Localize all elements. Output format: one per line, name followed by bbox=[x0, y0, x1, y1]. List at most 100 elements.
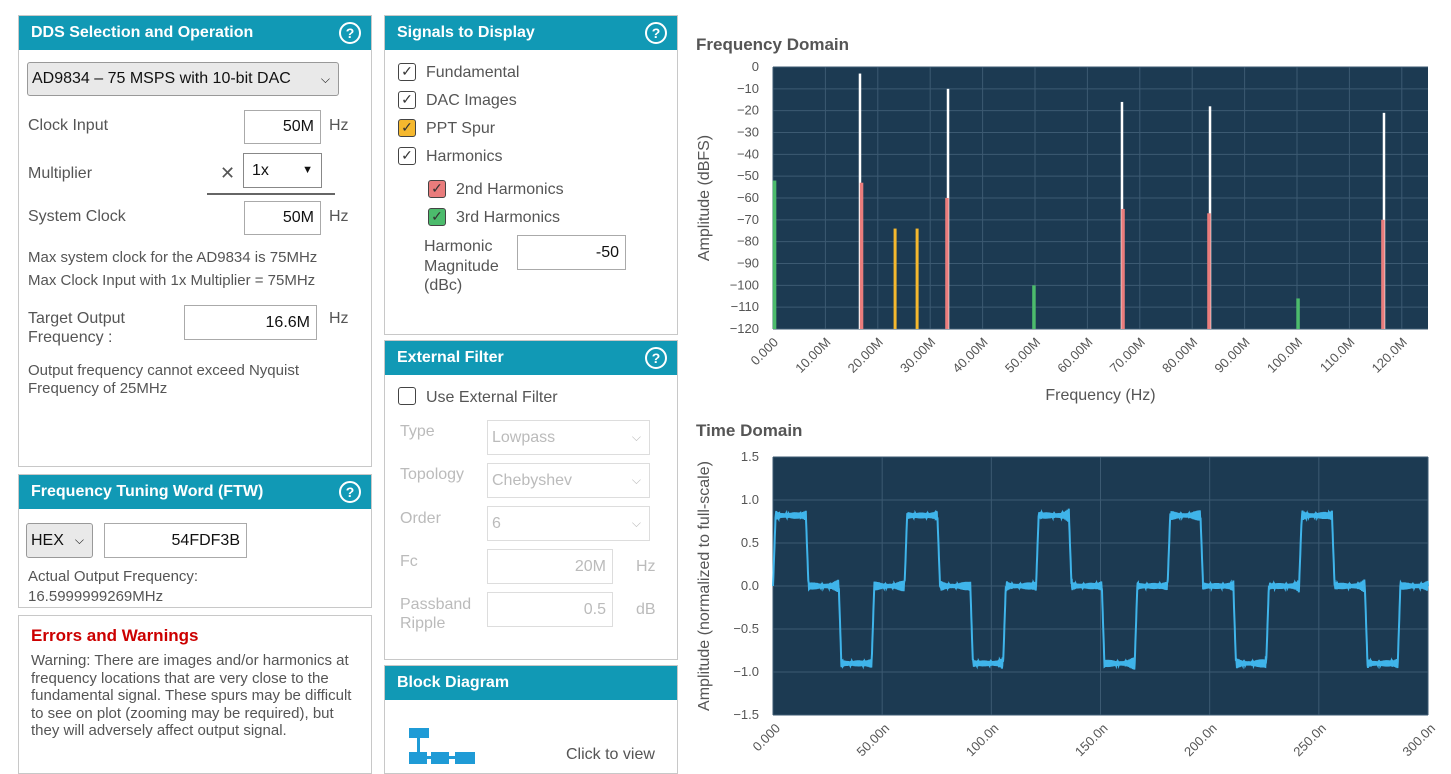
signals-panel-title: Signals to Display bbox=[397, 24, 535, 41]
fundamental-checkbox[interactable]: ✓ bbox=[398, 63, 416, 81]
target-output-label-1: Target Output bbox=[28, 310, 125, 327]
y-tick-label: 0.0 bbox=[741, 578, 759, 593]
y-tick-label: 0.5 bbox=[741, 535, 759, 550]
help-icon[interactable]: ? bbox=[645, 22, 667, 44]
errors-line: they will adversely affect output signal… bbox=[31, 722, 287, 739]
multiplier-select[interactable]: 1x ▼ bbox=[243, 153, 322, 188]
x-tick-label: 300.0n bbox=[1399, 721, 1438, 760]
y-tick-label: −10 bbox=[737, 81, 759, 96]
y-tick-label: −90 bbox=[737, 256, 759, 271]
dds-panel-header: DDS Selection and Operation ? bbox=[19, 16, 371, 50]
target-output-field[interactable]: 16.6M bbox=[184, 305, 317, 340]
help-icon[interactable]: ? bbox=[339, 22, 361, 44]
filter-topology-select[interactable]: Chebyshev ⌵ bbox=[487, 463, 650, 498]
ppt-spur-checkbox[interactable]: ✓ bbox=[398, 119, 416, 137]
x-tick-label: 80.00M bbox=[1159, 335, 1200, 376]
actual-output-label: Actual Output Frequency: bbox=[28, 568, 199, 585]
system-clock-field: 50M bbox=[244, 201, 321, 235]
filter-fc-unit: Hz bbox=[636, 558, 656, 575]
y-tick-label: −40 bbox=[737, 146, 759, 161]
filter-order-select[interactable]: 6 ⌵ bbox=[487, 506, 650, 541]
filter-fc-field[interactable]: 20M bbox=[487, 549, 613, 584]
spectrum-bar bbox=[945, 198, 949, 329]
frequency-domain-chart[interactable]: 0.000 10.00M 20.00M 30.00M 40.00M 50.00M 60.00… bbox=[690, 55, 1445, 410]
dac-images-label: DAC Images bbox=[426, 92, 517, 109]
max-system-clock-info: Max system clock for the AD9834 is 75MHz bbox=[28, 249, 318, 266]
x-tick-label: 20.00M bbox=[845, 335, 886, 376]
block-diagram-panel[interactable]: Block Diagram Click to view bbox=[384, 665, 678, 774]
spectrum-bar bbox=[859, 182, 864, 329]
y-axis-label: Amplitude (dBFS) bbox=[696, 135, 713, 261]
chevron-down-icon: ⌵ bbox=[320, 72, 330, 86]
filter-panel: External Filter ? Use External Filter Ty… bbox=[384, 340, 678, 660]
dac-images-checkbox[interactable]: ✓ bbox=[398, 91, 416, 109]
signals-panel-header: Signals to Display ? bbox=[385, 16, 677, 50]
device-select[interactable]: AD9834 – 75 MSPS with 10-bit DAC ⌵ bbox=[27, 62, 339, 96]
help-icon[interactable]: ? bbox=[645, 347, 667, 369]
x-tick-label: 30.00M bbox=[897, 335, 938, 376]
y-tick-label: −20 bbox=[737, 103, 759, 118]
harmonic-magnitude-field[interactable]: -50 bbox=[517, 235, 626, 270]
y-tick-label: 1.5 bbox=[741, 449, 759, 464]
filter-type-select[interactable]: Lowpass ⌵ bbox=[487, 420, 650, 455]
errors-line: frequency locations that are very close … bbox=[31, 669, 329, 687]
filter-ripple-label-2: Ripple bbox=[400, 615, 446, 632]
second-harmonics-label: 2nd Harmonics bbox=[456, 181, 564, 198]
multiplier-label: Multiplier bbox=[28, 165, 93, 182]
ftw-format-value: HEX bbox=[31, 532, 64, 549]
spectrum-bar bbox=[1121, 208, 1125, 329]
ppt-spur-label: PPT Spur bbox=[426, 120, 496, 137]
third-harmonics-checkbox[interactable]: ✓ bbox=[428, 208, 446, 226]
x-tick-label: 50.00n bbox=[854, 721, 893, 760]
chevron-down-icon: ⌵ bbox=[631, 430, 641, 444]
block-diagram-icon[interactable] bbox=[407, 726, 479, 766]
ftw-format-select[interactable]: HEX ⌵ bbox=[26, 523, 93, 558]
spectrum-bar bbox=[1381, 219, 1385, 329]
click-to-view-label[interactable]: Click to view bbox=[566, 746, 655, 763]
x-tick-label: 0.000 bbox=[748, 335, 782, 369]
caret-down-icon: ▼ bbox=[302, 164, 313, 176]
errors-message: Warning: There are images and/or harmoni… bbox=[31, 652, 371, 740]
filter-order-value: 6 bbox=[492, 515, 501, 532]
chevron-down-icon: ⌵ bbox=[631, 473, 641, 487]
help-icon[interactable]: ? bbox=[339, 481, 361, 503]
y-axis-label: Amplitude (normalized to full-scale) bbox=[696, 461, 713, 711]
filter-ripple-field[interactable]: 0.5 bbox=[487, 592, 613, 627]
harmonics-checkbox[interactable]: ✓ bbox=[398, 147, 416, 165]
x-tick-label: 200.0n bbox=[1181, 721, 1220, 760]
filter-type-label: Type bbox=[400, 423, 435, 440]
x-tick-label: 150.0n bbox=[1072, 721, 1111, 760]
nyquist-warning-1: Output frequency cannot exceed Nyquist bbox=[28, 362, 299, 379]
system-clock-unit: Hz bbox=[329, 208, 349, 225]
clock-input-field[interactable]: 50M bbox=[244, 110, 321, 144]
y-tick-label: −30 bbox=[737, 125, 759, 140]
max-clock-input-info: Max Clock Input with 1x Multiplier = 75M… bbox=[28, 272, 316, 289]
ftw-panel-title: Frequency Tuning Word (FTW) bbox=[31, 483, 264, 500]
use-external-filter-checkbox[interactable] bbox=[398, 387, 416, 405]
actual-output-value: 16.5999999269MHz bbox=[28, 588, 164, 605]
spectrum-bar bbox=[772, 180, 777, 329]
spectrum-bar bbox=[1207, 213, 1211, 329]
x-tick-label: 10.00M bbox=[792, 335, 833, 376]
x-tick-label: 40.00M bbox=[949, 335, 990, 376]
target-output-unit: Hz bbox=[329, 310, 349, 327]
y-tick-label: −80 bbox=[737, 234, 759, 249]
harmonics-label: Harmonics bbox=[426, 148, 503, 165]
filter-ripple-unit: dB bbox=[636, 601, 656, 618]
harmonic-magnitude-label-3: (dBc) bbox=[424, 277, 463, 294]
target-output-label-2: Frequency : bbox=[28, 329, 113, 346]
dds-panel-title: DDS Selection and Operation bbox=[31, 24, 254, 41]
y-tick-label: −1.5 bbox=[733, 707, 759, 722]
device-select-value: AD9834 – 75 MSPS with 10-bit DAC bbox=[32, 70, 291, 87]
y-tick-label: −70 bbox=[737, 212, 759, 227]
nyquist-warning-2: Frequency of 25MHz bbox=[28, 380, 168, 397]
y-tick-label: −1.0 bbox=[733, 664, 759, 679]
y-tick-label: −50 bbox=[737, 168, 759, 183]
ftw-value-field[interactable]: 54FDF3B bbox=[104, 523, 247, 558]
x-tick-label: 60.00M bbox=[1054, 335, 1095, 376]
second-harmonics-checkbox[interactable]: ✓ bbox=[428, 180, 446, 198]
signals-panel: Signals to Display ? ✓ Fundamental ✓ DAC… bbox=[384, 15, 678, 335]
time-domain-chart[interactable]: 0.000 50.00n 100.0n 150.0n 200.0n 250.0n 300.0… bbox=[690, 440, 1445, 774]
harmonic-magnitude-label-1: Harmonic bbox=[424, 238, 493, 255]
filter-panel-title: External Filter bbox=[397, 349, 504, 366]
